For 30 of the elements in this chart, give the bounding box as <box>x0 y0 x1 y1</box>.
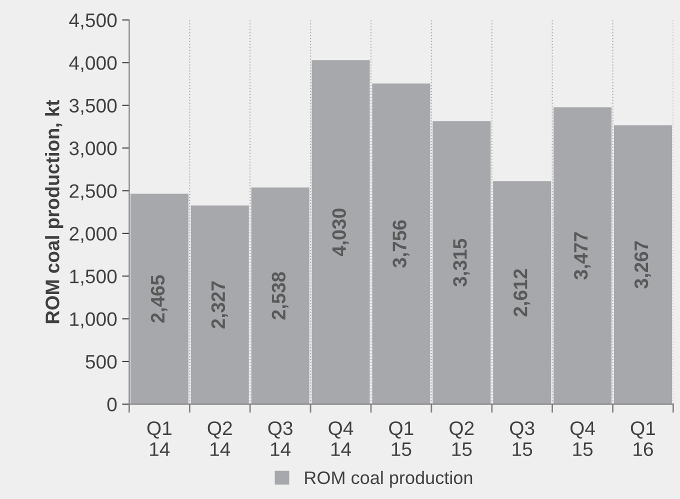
x-tick-label: Q2 15 <box>450 421 474 456</box>
data-label: 3,267 <box>634 241 652 289</box>
y-tick-label: 2,000 <box>70 226 117 243</box>
data-label: 3,477 <box>574 232 591 280</box>
y-tick-label: 3,500 <box>69 98 117 115</box>
y-tick-label: 2,500 <box>70 184 117 200</box>
x-tick-label: Q1 15 <box>389 421 414 456</box>
data-label: 2,327 <box>211 281 228 328</box>
data-label: 2,612 <box>514 269 530 316</box>
y-tick-label: 4,500 <box>69 13 117 30</box>
data-label: 3,756 <box>392 220 410 268</box>
y-tick-label: 0 <box>107 398 117 412</box>
x-tick-label: Q3 15 <box>510 421 534 456</box>
data-label: 2,538 <box>272 272 288 320</box>
data-label: 3,315 <box>453 238 470 287</box>
x-tick-label: Q2 14 <box>208 421 232 456</box>
y-tick-label: 500 <box>86 354 117 369</box>
x-tick-label: Q3 14 <box>268 421 292 456</box>
data-label: 4,030 <box>332 208 349 256</box>
y-tick-label: 4,000 <box>69 56 117 72</box>
x-tick-label: Q4 14 <box>328 421 354 456</box>
y-tick-label: 3,000 <box>69 142 117 158</box>
y-axis-title: ROM coal production, kt <box>45 100 64 324</box>
y-tick-label: 1,500 <box>70 270 117 286</box>
legend-label: ROM coal production <box>305 470 472 488</box>
x-tick-label: Q4 15 <box>570 421 595 456</box>
data-label: 2,465 <box>150 275 168 323</box>
x-tick-label: Q1 16 <box>630 421 655 456</box>
x-tick-label: Q1 14 <box>147 421 172 456</box>
y-tick-label: 1,000 <box>70 312 117 328</box>
